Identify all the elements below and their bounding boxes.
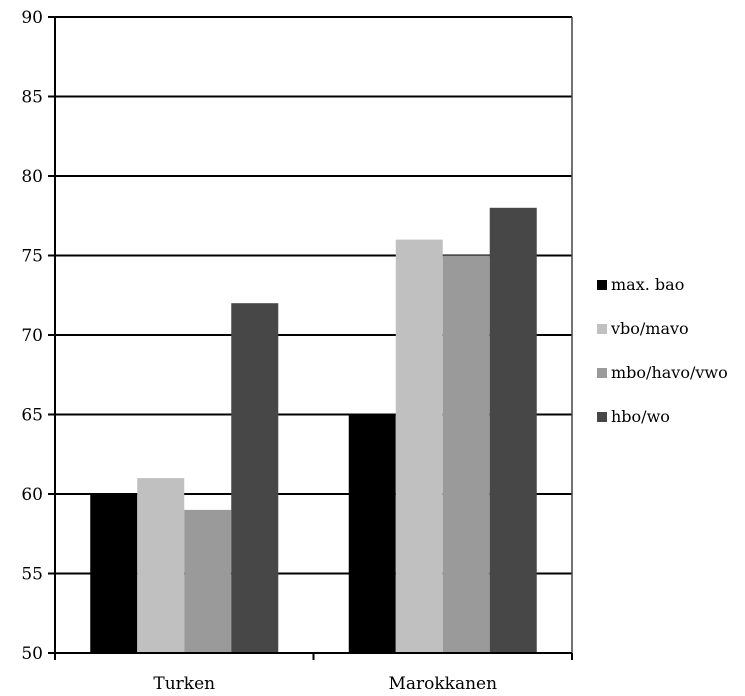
y-tick-label: 80 xyxy=(21,167,43,187)
bar-hbo-wo-turken xyxy=(231,303,279,653)
x-tick-label: Marokkanen xyxy=(388,674,497,694)
y-tick-label: 85 xyxy=(21,88,43,108)
bars xyxy=(90,207,537,654)
legend-swatch xyxy=(597,368,607,378)
y-tick-label: 90 xyxy=(21,8,43,28)
y-tick-label: 60 xyxy=(21,485,43,505)
legend-swatch xyxy=(597,324,607,334)
bar-hbo-wo-marokkanen xyxy=(489,207,537,654)
legend: max. bao vbo/mavo mbo/havo/vwo hbo/wo xyxy=(597,275,728,426)
y-tick-label: 75 xyxy=(21,247,43,267)
x-tick-labels: Turken Marokkanen xyxy=(153,674,497,694)
y-tick-label: 65 xyxy=(21,406,43,426)
bar-mbo-havo-vwo-marokkanen xyxy=(442,255,490,653)
y-tick-label: 70 xyxy=(21,326,43,346)
y-tick-label: 55 xyxy=(21,565,43,585)
bar-vbo-mavo-turken xyxy=(137,478,185,653)
bar-vbo-mavo-marokkanen xyxy=(395,239,443,653)
legend-label: mbo/havo/vwo xyxy=(611,363,728,382)
bar-max-bao-turken xyxy=(90,494,138,653)
legend-label: vbo/mavo xyxy=(610,319,689,338)
y-tick-labels: 50 55 60 65 70 75 80 85 90 xyxy=(21,8,43,664)
legend-swatch xyxy=(597,412,607,422)
y-tick-label: 50 xyxy=(21,644,43,664)
legend-label: hbo/wo xyxy=(611,407,670,426)
axes xyxy=(48,16,573,660)
bar-mbo-havo-vwo-turken xyxy=(184,509,232,653)
bar-max-bao-marokkanen xyxy=(348,414,396,653)
legend-swatch xyxy=(597,280,607,290)
legend-label: max. bao xyxy=(611,275,684,294)
x-tick-label: Turken xyxy=(153,674,215,694)
